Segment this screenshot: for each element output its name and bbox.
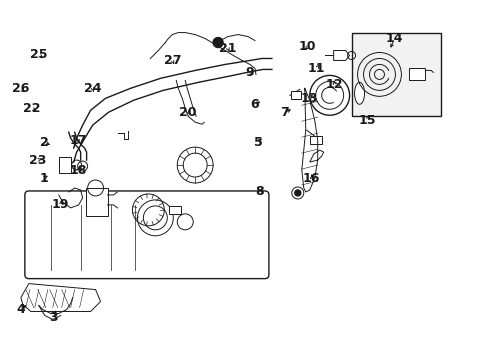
Polygon shape: [333, 50, 349, 60]
Text: 12: 12: [325, 78, 343, 91]
Text: 27: 27: [163, 54, 181, 67]
Text: 11: 11: [307, 62, 325, 75]
Text: 26: 26: [12, 82, 29, 95]
FancyBboxPatch shape: [25, 191, 268, 279]
Polygon shape: [309, 150, 323, 162]
Text: 18: 18: [69, 163, 87, 176]
Text: 10: 10: [298, 40, 316, 53]
Text: 2: 2: [40, 136, 48, 149]
Text: 25: 25: [30, 48, 47, 61]
Text: 24: 24: [83, 82, 101, 95]
Bar: [408, 68, 425, 80]
Text: 9: 9: [245, 66, 254, 79]
Bar: [290, 91, 300, 99]
Text: 3: 3: [49, 311, 58, 324]
Polygon shape: [21, 284, 101, 311]
Bar: [59, 157, 71, 173]
Text: 13: 13: [301, 92, 318, 105]
Text: 14: 14: [385, 32, 402, 45]
Text: 4: 4: [16, 303, 25, 316]
Text: 7: 7: [280, 106, 288, 119]
Text: 8: 8: [255, 185, 264, 198]
Bar: [351, 32, 440, 116]
Text: 21: 21: [219, 42, 236, 55]
Text: 16: 16: [303, 171, 320, 185]
Text: 1: 1: [40, 171, 48, 185]
Text: 17: 17: [69, 134, 87, 147]
Text: 20: 20: [179, 106, 197, 119]
Bar: [309, 136, 321, 144]
Text: 19: 19: [52, 198, 69, 211]
Text: 5: 5: [253, 136, 262, 149]
Bar: [169, 206, 181, 214]
Ellipse shape: [354, 82, 364, 104]
Circle shape: [294, 190, 300, 196]
Text: 15: 15: [358, 114, 375, 127]
Circle shape: [213, 37, 223, 48]
Text: 6: 6: [250, 98, 259, 111]
Text: 23: 23: [29, 154, 46, 167]
Text: 22: 22: [23, 102, 41, 115]
Bar: [85, 188, 107, 216]
